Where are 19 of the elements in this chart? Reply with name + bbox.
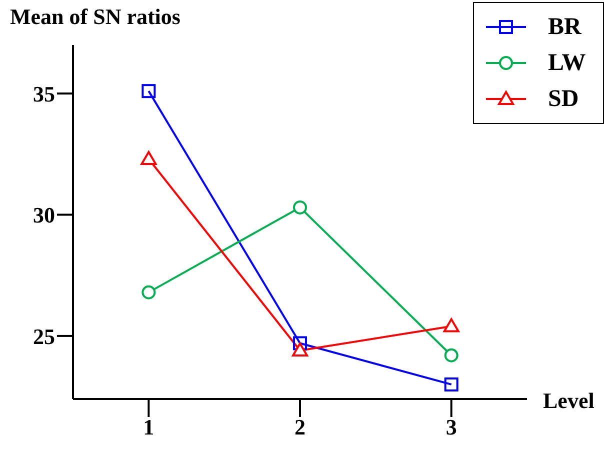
- legend-label: BR: [548, 14, 582, 40]
- point: [142, 84, 156, 98]
- y-tick-label: 25: [33, 324, 55, 349]
- y-tick-label: 30: [33, 202, 55, 228]
- point: [443, 318, 460, 332]
- x-tick-label: 3: [446, 414, 457, 440]
- y-tick-label: 35: [33, 81, 55, 106]
- x-tick-label: 2: [294, 414, 306, 440]
- point: [293, 200, 307, 214]
- point: [142, 285, 156, 300]
- x-tick-label: 1: [143, 414, 154, 440]
- y-axis-title: Mean of SN ratios: [10, 4, 180, 30]
- legend-label: SD: [548, 86, 579, 112]
- point: [444, 377, 458, 392]
- point: [292, 342, 308, 357]
- point: [444, 348, 458, 362]
- point: [140, 150, 157, 165]
- x-axis-title: Level: [543, 388, 594, 413]
- legend-label: LW: [548, 50, 586, 76]
